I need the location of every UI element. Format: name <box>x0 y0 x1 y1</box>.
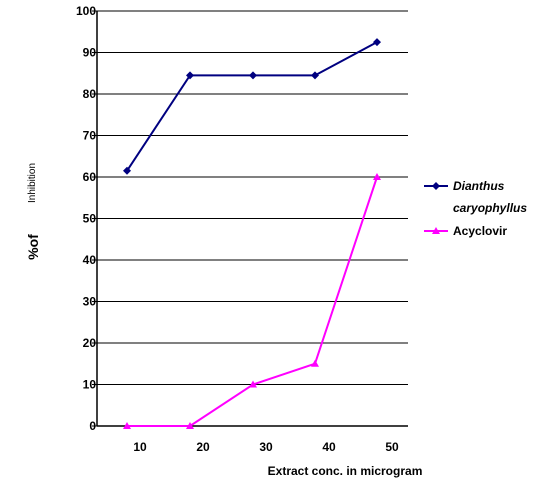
x-axis-label: Extract conc. in microgram <box>268 464 423 478</box>
data-point-0 <box>311 71 319 80</box>
x-tick-label: 30 <box>259 440 273 454</box>
data-point-1 <box>249 380 257 388</box>
legend-marker-dianthus <box>432 182 440 190</box>
legend-item-acyclovir: Acyclovir <box>424 224 507 238</box>
y-tick-label: 60 <box>83 170 97 184</box>
y-tick-label: 0 <box>89 419 96 433</box>
series-group <box>123 38 381 429</box>
x-tick-label: 40 <box>322 440 336 454</box>
y-tick-label: 70 <box>83 129 97 143</box>
x-tick-label: 50 <box>385 440 399 454</box>
data-point-0 <box>373 38 381 47</box>
data-point-1 <box>373 173 381 180</box>
y-tick-label: 20 <box>83 336 97 350</box>
y-axis-label-main: %of <box>25 234 41 260</box>
y-tick-label: 40 <box>83 253 97 267</box>
series-line-0 <box>126 41 378 172</box>
y-tick-label: 10 <box>83 378 97 392</box>
data-point-1 <box>123 422 131 429</box>
y-tick-label: 90 <box>83 46 97 60</box>
axes <box>92 10 408 427</box>
y-tick-label: 50 <box>83 212 97 226</box>
grid-lines <box>97 10 408 385</box>
x-tick-labels: 10 20 30 40 50 <box>133 440 399 454</box>
legend-marker-acyclovir <box>432 227 440 234</box>
x-tick-label: 20 <box>196 440 210 454</box>
x-tick-label: 10 <box>133 440 147 454</box>
y-tick-label: 80 <box>83 87 97 101</box>
data-point-0 <box>249 71 257 80</box>
data-point-0 <box>123 166 131 175</box>
data-point-1 <box>186 422 194 429</box>
legend: Dianthus caryophyllus Acyclovir <box>424 179 527 238</box>
legend-label-dianthus-line1: Dianthus <box>453 179 505 193</box>
y-tick-label: 100 <box>76 4 96 18</box>
data-point-0 <box>186 71 194 80</box>
y-tick-labels: 0 10 20 30 40 50 60 70 80 90 100 <box>76 4 96 433</box>
y-tick-label: 30 <box>83 295 97 309</box>
legend-item-dianthus: Dianthus caryophyllus <box>424 179 527 215</box>
legend-label-acyclovir: Acyclovir <box>453 224 507 238</box>
data-point-1 <box>311 359 319 367</box>
y-axis-label-sub: Inhibition <box>27 163 38 203</box>
legend-label-dianthus-line2: caryophyllus <box>453 201 527 215</box>
